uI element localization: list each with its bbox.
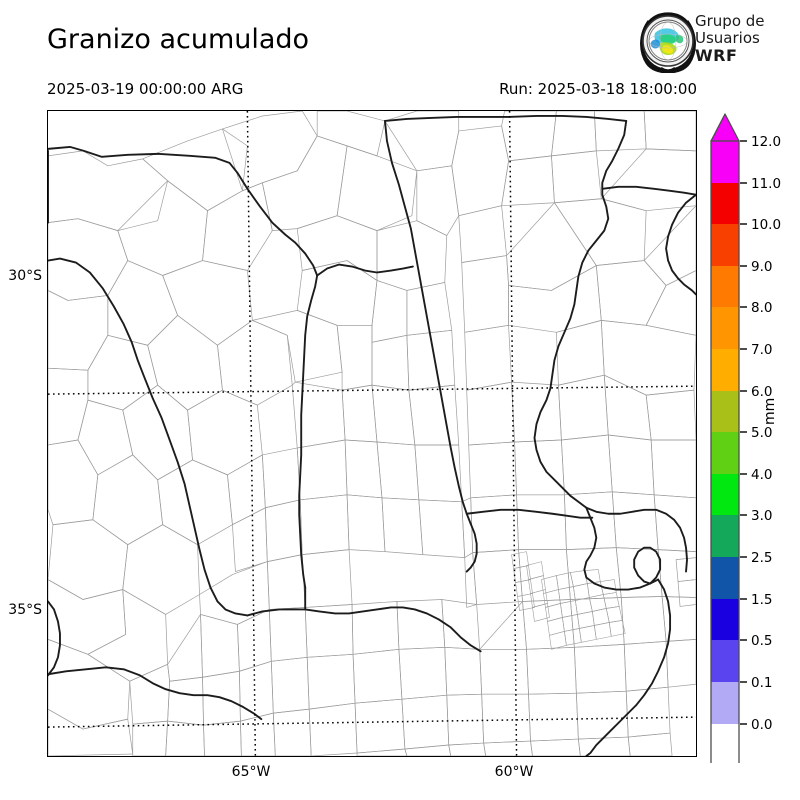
logo-line-2: Usuarios: [695, 29, 760, 47]
wrf-globe-laurel-emblem-icon: [639, 11, 697, 74]
colorbar-tick-7-0: 7.0: [740, 343, 772, 357]
colorbar-tick-0-1: 0.1: [740, 676, 772, 690]
province-borders: [48, 115, 696, 756]
x-axis-tick-65W: 65°W: [231, 764, 271, 780]
colorbar[interactable]: [710, 113, 740, 763]
colorbar-tick-12-0: 12.0: [740, 135, 781, 149]
page-title: Granizo acumulado: [47, 24, 310, 55]
logo-line-3: WRF: [695, 46, 738, 65]
colorbar-tick-10-0: 10.0: [740, 218, 781, 232]
latitude-30S: [48, 385, 696, 395]
colorbar-unit-label: mm: [762, 397, 778, 425]
department-boundaries: [48, 111, 696, 756]
colorbar-tick-3-0: 3.0: [740, 509, 772, 523]
colorbar-tick-0-5: 0.5: [740, 634, 772, 648]
map-panel[interactable]: [47, 110, 697, 757]
colorbar-tick-5-0: 5.0: [740, 426, 772, 440]
colorbar-over-arrow: [710, 113, 740, 142]
graticule: [48, 111, 696, 756]
colorbar-tick-labels: 12.0 11.0 10.0 9.0 8.0 7.0 6.0 5.0 4.0 3…: [740, 113, 792, 763]
colorbar-tick-11-0: 11.0: [740, 177, 781, 191]
colorbar-tick-0-0: 0.0: [740, 718, 772, 732]
colorbar-tick-2-5: 2.5: [740, 551, 772, 565]
logo-text: Grupo de Usuarios WRF: [695, 12, 795, 65]
colorbar-tick-8-0: 8.0: [740, 301, 772, 315]
colorbar-tick-6-0: 6.0: [740, 385, 772, 399]
colorbar-tick-1-5: 1.5: [740, 593, 772, 607]
model-run-label: Run: 2025-03-18 18:00:00: [499, 80, 697, 98]
x-axis-tick-60W: 60°W: [494, 764, 534, 780]
valid-time-label: 2025-03-19 00:00:00 ARG: [47, 80, 244, 98]
y-axis-tick-30S: 30°S: [8, 268, 42, 284]
wrf-user-group-logo: Grupo de Usuarios WRF: [639, 11, 797, 75]
latitude-35S: [48, 716, 696, 728]
y-axis-tick-35S: 35°S: [8, 602, 42, 618]
colorbar-tick-4-0: 4.0: [740, 468, 772, 482]
colorbar-tick-9-0: 9.0: [740, 260, 772, 274]
logo-line-1: Grupo de: [695, 12, 765, 30]
